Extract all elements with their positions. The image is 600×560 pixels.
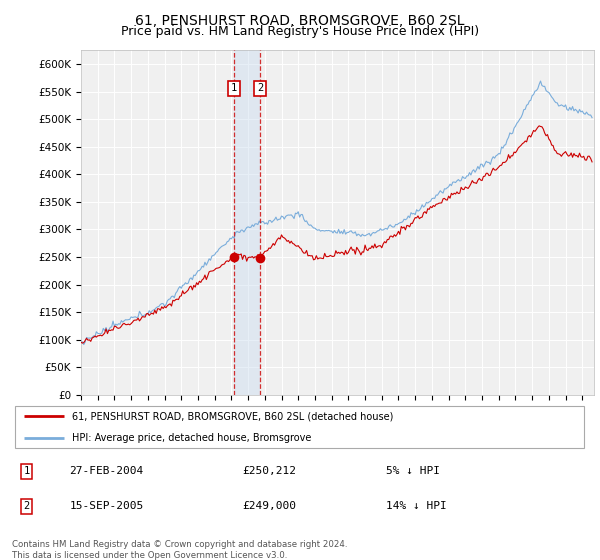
Text: 14% ↓ HPI: 14% ↓ HPI	[386, 501, 447, 511]
Text: 15-SEP-2005: 15-SEP-2005	[70, 501, 144, 511]
FancyBboxPatch shape	[15, 405, 584, 449]
Text: 1: 1	[231, 83, 237, 94]
Text: 2: 2	[23, 501, 29, 511]
Text: 27-FEB-2004: 27-FEB-2004	[70, 466, 144, 477]
Text: 5% ↓ HPI: 5% ↓ HPI	[386, 466, 440, 477]
Text: £249,000: £249,000	[242, 501, 296, 511]
Text: 1: 1	[23, 466, 29, 477]
Text: 2: 2	[257, 83, 263, 94]
Text: Contains HM Land Registry data © Crown copyright and database right 2024.
This d: Contains HM Land Registry data © Crown c…	[12, 540, 347, 560]
Text: HPI: Average price, detached house, Bromsgrove: HPI: Average price, detached house, Brom…	[73, 433, 312, 443]
Text: Price paid vs. HM Land Registry's House Price Index (HPI): Price paid vs. HM Land Registry's House …	[121, 25, 479, 38]
Text: 61, PENSHURST ROAD, BROMSGROVE, B60 2SL (detached house): 61, PENSHURST ROAD, BROMSGROVE, B60 2SL …	[73, 411, 394, 421]
Bar	[234, 50, 260, 395]
Text: 61, PENSHURST ROAD, BROMSGROVE, B60 2SL: 61, PENSHURST ROAD, BROMSGROVE, B60 2SL	[135, 14, 465, 28]
Text: £250,212: £250,212	[242, 466, 296, 477]
